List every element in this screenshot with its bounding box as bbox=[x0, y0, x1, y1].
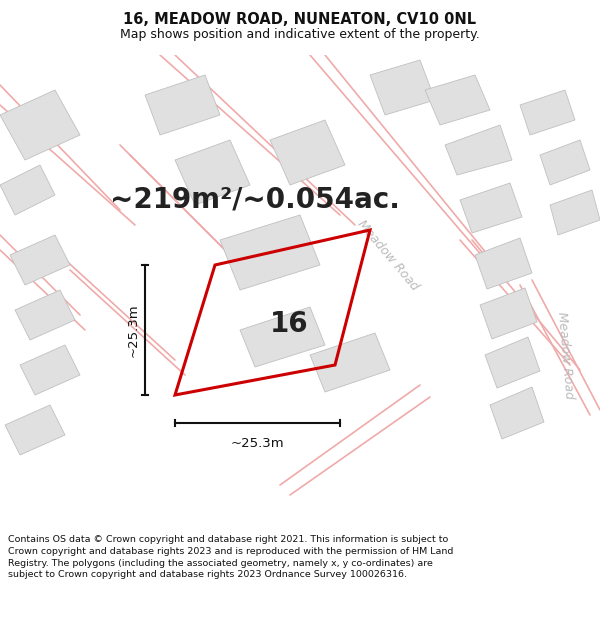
Polygon shape bbox=[475, 238, 532, 289]
Polygon shape bbox=[15, 290, 75, 340]
Text: 16: 16 bbox=[269, 310, 308, 338]
Polygon shape bbox=[550, 190, 600, 235]
Text: 16, MEADOW ROAD, NUNEATON, CV10 0NL: 16, MEADOW ROAD, NUNEATON, CV10 0NL bbox=[124, 12, 476, 27]
Text: Meadow Road: Meadow Road bbox=[555, 311, 575, 399]
Polygon shape bbox=[145, 75, 220, 135]
Polygon shape bbox=[370, 60, 435, 115]
Text: Contains OS data © Crown copyright and database right 2021. This information is : Contains OS data © Crown copyright and d… bbox=[8, 535, 454, 579]
Polygon shape bbox=[20, 345, 80, 395]
Polygon shape bbox=[460, 183, 522, 233]
Text: Map shows position and indicative extent of the property.: Map shows position and indicative extent… bbox=[120, 28, 480, 41]
Polygon shape bbox=[480, 288, 537, 339]
Polygon shape bbox=[485, 337, 540, 388]
Text: Meadow Road: Meadow Road bbox=[355, 217, 421, 292]
Polygon shape bbox=[175, 140, 250, 205]
Polygon shape bbox=[0, 90, 80, 160]
Polygon shape bbox=[10, 235, 70, 285]
Text: ~25.3m: ~25.3m bbox=[127, 303, 139, 357]
Polygon shape bbox=[270, 120, 345, 185]
Text: ~25.3m: ~25.3m bbox=[230, 437, 284, 450]
Text: ~219m²/~0.054ac.: ~219m²/~0.054ac. bbox=[110, 186, 400, 214]
Polygon shape bbox=[220, 215, 320, 290]
Polygon shape bbox=[5, 405, 65, 455]
Polygon shape bbox=[520, 90, 575, 135]
Polygon shape bbox=[445, 125, 512, 175]
Polygon shape bbox=[490, 387, 544, 439]
Polygon shape bbox=[240, 307, 325, 367]
Polygon shape bbox=[425, 75, 490, 125]
Polygon shape bbox=[0, 165, 55, 215]
Polygon shape bbox=[540, 140, 590, 185]
Polygon shape bbox=[310, 333, 390, 392]
